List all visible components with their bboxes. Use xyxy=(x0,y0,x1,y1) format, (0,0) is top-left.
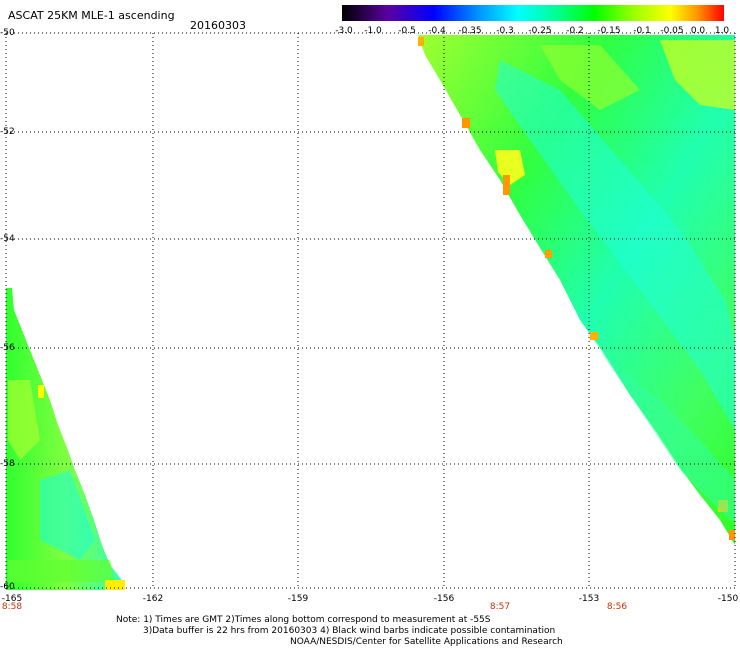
lat-label: -52 xyxy=(0,127,15,137)
footer-note: Note: 1) Times are GMT 2)Times along bot… xyxy=(116,615,491,625)
swath-east xyxy=(418,35,735,545)
lon-label: -162 xyxy=(142,594,164,604)
colorbar-label: -0.5 xyxy=(398,26,416,36)
colorbar-label: -0.15 xyxy=(597,26,621,36)
lat-label: -58 xyxy=(0,459,15,469)
colorbar-label: -0.1 xyxy=(633,26,651,36)
colorbar xyxy=(342,5,724,21)
map-grid xyxy=(5,32,736,589)
colorbar-label: 1.0 xyxy=(714,26,730,36)
lat-label: -54 xyxy=(0,234,15,244)
colorbar-label: -0.05 xyxy=(660,26,684,36)
lon-label: -150 xyxy=(717,594,739,604)
colorbar-label: -1.0 xyxy=(364,26,382,36)
product-date: 20160303 xyxy=(190,19,246,32)
colorbar-label: -0.35 xyxy=(458,26,482,36)
colorbar-label: -3.0 xyxy=(335,26,353,36)
lat-label: -60 xyxy=(0,582,15,592)
lat-label: -56 xyxy=(0,343,15,353)
colorbar-label: -0.2 xyxy=(566,26,584,36)
colorbar-label: -0.3 xyxy=(496,26,514,36)
lon-label: -159 xyxy=(287,594,309,604)
lon-label: -156 xyxy=(433,594,455,604)
lat-label: -50 xyxy=(0,28,15,38)
product-title: ASCAT 25KM MLE-1 ascending xyxy=(8,9,175,22)
lon-label: -165 xyxy=(1,594,23,604)
time-label: 8:56 xyxy=(606,602,628,612)
footer-note: 3)Data buffer is 22 hrs from 20160303 4)… xyxy=(143,626,556,636)
footer-credit: NOAA/NESDIS/Center for Satellite Applica… xyxy=(290,637,563,647)
time-label: 8:58 xyxy=(1,602,23,612)
swath-west xyxy=(6,288,125,590)
lon-label: -153 xyxy=(578,594,600,604)
time-label: 8:57 xyxy=(489,602,511,612)
colorbar-label: -0.4 xyxy=(428,26,446,36)
colorbar-label: 0.0 xyxy=(690,26,706,36)
colorbar-label: -0.25 xyxy=(528,26,552,36)
